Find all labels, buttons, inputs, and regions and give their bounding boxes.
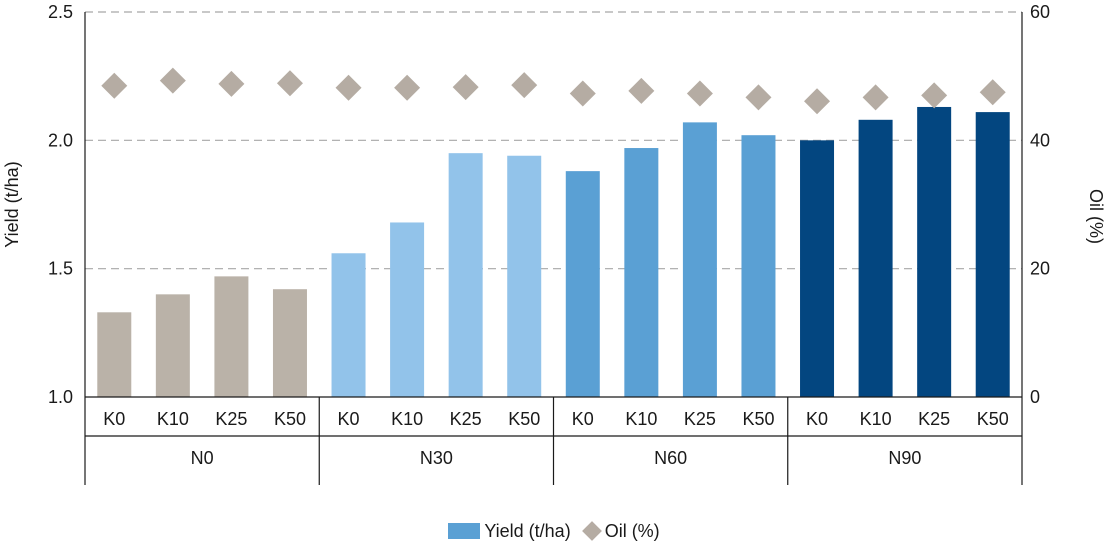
oil-marker-N60-K25 <box>686 80 713 107</box>
y-axis-title: Yield (t/ha) <box>2 161 22 247</box>
category-axis: K0 K10 K25 K50 N0 K0 K10 K25 K50 N30 K0 K10 K25 K50 N6… <box>103 409 1008 468</box>
legend-label-yield: Yield (t/ha) <box>484 520 571 541</box>
category-label: K50 <box>977 409 1009 429</box>
bar-N30-K25 <box>448 153 483 397</box>
category-label: K50 <box>742 409 774 429</box>
oil-marker-N0-K50 <box>276 70 303 97</box>
group-label-N0: N0 <box>191 448 214 468</box>
oil-marker-N30-K25 <box>452 74 479 101</box>
bar-N30-K10 <box>390 222 425 397</box>
axes <box>84 12 1023 485</box>
bar-N30-K50 <box>507 155 542 397</box>
oil-marker-N90-K10 <box>862 84 889 111</box>
category-label: K0 <box>572 409 594 429</box>
category-label: K10 <box>625 409 657 429</box>
category-label: K0 <box>338 409 360 429</box>
legend-swatch-yield <box>448 523 481 539</box>
oil-marker-N0-K25 <box>218 70 245 97</box>
oil-marker-N90-K50 <box>979 79 1006 106</box>
category-label: K10 <box>391 409 423 429</box>
bar-N60-K25 <box>682 122 717 397</box>
oil-marker-N0-K10 <box>159 67 186 94</box>
oil-marker-N90-K0 <box>804 88 831 115</box>
bar-N30-K0 <box>331 253 366 397</box>
category-label: K10 <box>157 409 189 429</box>
bar-N60-K50 <box>741 135 776 397</box>
bar-N90-K0 <box>800 140 835 398</box>
bar-N0-K25 <box>214 276 249 397</box>
bar-N0-K0 <box>97 312 132 397</box>
oil-marker-N0-K0 <box>101 72 128 99</box>
y2-tick-label: 0 <box>1030 387 1040 407</box>
tick-labels: 1.0 1.5 2.0 2.5 0 20 40 60 <box>48 2 1050 407</box>
y-tick-label: 1.5 <box>48 259 73 279</box>
oil-marker-N60-K0 <box>569 80 596 107</box>
oil-marker-N60-K10 <box>628 77 655 104</box>
category-label: K25 <box>215 409 247 429</box>
bar-series <box>97 106 1010 398</box>
legend-item-oil: Oil (%) <box>581 520 660 542</box>
y-tick-label: 1.0 <box>48 387 73 407</box>
legend: Yield (t/ha) Oil (%) <box>0 516 1108 546</box>
y-tick-label: 2.0 <box>48 130 73 150</box>
group-label-N60: N60 <box>654 448 687 468</box>
oil-series <box>101 67 1006 115</box>
y-tick-label: 2.5 <box>48 2 73 22</box>
oil-marker-N60-K50 <box>745 84 772 111</box>
legend-item-yield: Yield (t/ha) <box>448 520 571 542</box>
group-label-N90: N90 <box>888 448 921 468</box>
bar-N90-K10 <box>858 119 893 398</box>
y2-tick-label: 60 <box>1030 2 1050 22</box>
category-label: K10 <box>860 409 892 429</box>
category-label: K25 <box>684 409 716 429</box>
category-label: K25 <box>918 409 950 429</box>
category-label: K50 <box>508 409 540 429</box>
legend-swatch-oil <box>581 521 602 541</box>
bar-N60-K10 <box>624 148 659 397</box>
category-label: K25 <box>450 409 482 429</box>
y2-axis-title: Oil (%) <box>1086 189 1106 244</box>
bar-N60-K0 <box>565 171 600 397</box>
bar-N90-K50 <box>975 112 1010 397</box>
category-label: K0 <box>806 409 828 429</box>
legend-label-oil: Oil (%) <box>604 520 660 541</box>
category-label: K0 <box>103 409 125 429</box>
oil-marker-N90-K25 <box>921 82 948 109</box>
bar-N90-K25 <box>917 106 952 397</box>
oil-marker-N30-K0 <box>335 74 362 101</box>
y2-tick-label: 20 <box>1030 259 1050 279</box>
group-label-N30: N30 <box>420 448 453 468</box>
y2-tick-label: 40 <box>1030 130 1050 150</box>
oil-marker-N30-K10 <box>394 74 421 101</box>
oil-marker-N30-K50 <box>511 72 538 99</box>
bar-N0-K50 <box>272 289 307 397</box>
bar-N0-K10 <box>155 294 190 397</box>
category-label: K50 <box>274 409 306 429</box>
